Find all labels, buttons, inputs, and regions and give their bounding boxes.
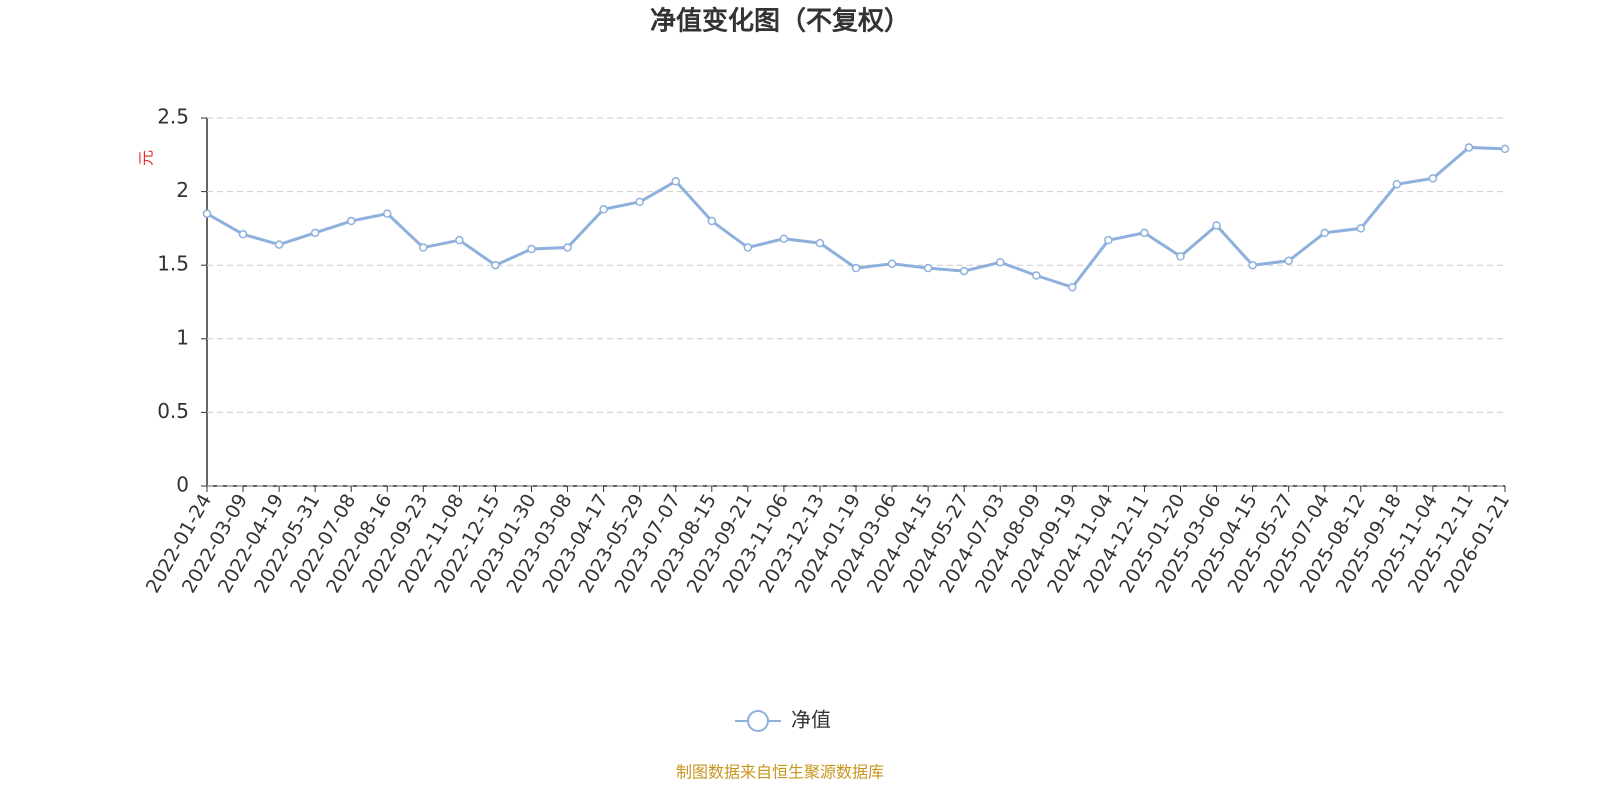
point-marker <box>1500 144 1510 154</box>
y-axis-label: 元 <box>137 150 156 166</box>
point-marker <box>455 235 464 245</box>
point-marker <box>599 205 608 214</box>
point-marker <box>274 240 284 249</box>
y-tick-label: 2 <box>176 178 189 202</box>
point-marker <box>815 238 825 248</box>
chart-title: 净值变化图（不复权） <box>650 6 910 37</box>
point-marker <box>743 243 753 252</box>
point-marker <box>563 243 572 252</box>
point-marker <box>202 209 212 218</box>
point-marker <box>1320 228 1329 238</box>
source-note: 制图数据来自恒生聚源数据库 <box>676 763 884 782</box>
point-marker <box>995 258 1005 267</box>
point-marker <box>1140 228 1149 238</box>
point-marker <box>527 244 536 254</box>
legend-label: 净值 <box>791 708 831 732</box>
point-marker <box>1356 224 1366 233</box>
y-tick-label: 0 <box>176 473 189 497</box>
point-marker <box>959 266 969 276</box>
point-marker <box>1032 271 1041 280</box>
point-marker <box>419 243 428 252</box>
point-marker <box>1176 252 1185 261</box>
point-marker <box>1284 256 1293 266</box>
point-marker <box>1428 174 1438 183</box>
point-marker <box>491 260 500 270</box>
y-tick-label: 1 <box>176 325 189 349</box>
point-marker <box>887 259 897 268</box>
point-marker <box>346 216 356 226</box>
legend-marker <box>747 710 769 732</box>
point-marker <box>1212 221 1221 230</box>
y-tick-label: 0.5 <box>157 399 189 423</box>
point-marker <box>635 197 644 207</box>
point-marker <box>1104 235 1113 245</box>
point-marker <box>851 263 861 273</box>
point-marker <box>1068 283 1077 292</box>
point-marker <box>707 216 717 226</box>
point-marker <box>1392 179 1402 189</box>
point-marker <box>238 230 248 239</box>
point-marker <box>1248 260 1257 270</box>
point-marker <box>671 177 680 186</box>
point-marker <box>310 228 320 238</box>
point-marker <box>383 209 392 218</box>
y-tick-label: 1.5 <box>157 252 189 276</box>
point-marker <box>923 263 933 273</box>
point-marker <box>1464 143 1474 152</box>
point-marker <box>779 234 789 243</box>
y-tick-label: 2.5 <box>157 105 189 129</box>
